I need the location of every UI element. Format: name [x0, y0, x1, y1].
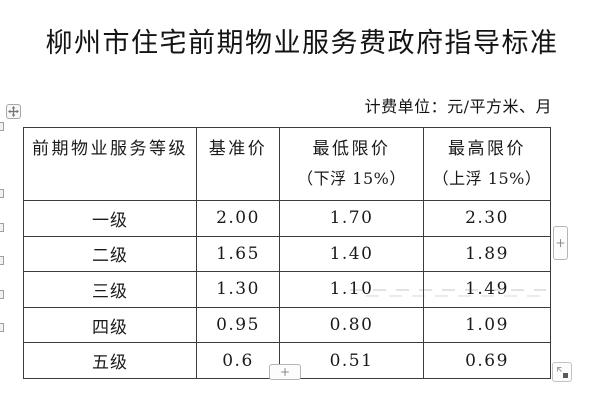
table-row: 二级 1.65 1.40 1.89 [23, 235, 551, 273]
cell-base[interactable]: 2.00 [196, 200, 280, 237]
table-header-row: 前期物业服务等级 基准价 最低限价 （下浮 15%） 最高限价 （上浮 15%） [23, 127, 551, 201]
table-resize-handle[interactable] [552, 362, 572, 382]
cell-max[interactable]: 1.09 [423, 306, 551, 344]
cell-level[interactable]: 二级 [23, 235, 197, 273]
cell-level[interactable]: 三级 [23, 271, 197, 308]
table-row: 五级 0.6 0.51 0.69 [23, 342, 551, 379]
cell-min[interactable]: 0.80 [279, 306, 424, 344]
table-row: 一级 2.00 1.70 2.30 [23, 200, 551, 237]
table-row: 三级 1.30 1.10 1.49 [23, 271, 551, 308]
cell-base[interactable]: 1.30 [196, 271, 280, 308]
billing-unit-note: 计费单位：元/平方米、月 [364, 97, 552, 116]
cell-max[interactable]: 2.30 [423, 200, 551, 237]
cell-min[interactable]: 0.51 [279, 342, 424, 379]
page-title: 柳州市住宅前期物业服务费政府指导标准 [45, 28, 559, 59]
watermark-smudge [350, 289, 546, 291]
cell-max[interactable]: 1.49 [423, 271, 551, 308]
plus-icon: + [279, 365, 291, 379]
header-cell-level[interactable]: 前期物业服务等级 [23, 127, 197, 201]
header-cell-base-price[interactable]: 基准价 [196, 127, 280, 201]
cell-level[interactable]: 五级 [23, 342, 197, 379]
table-move-handle[interactable] [6, 104, 21, 119]
move-cross-icon [8, 106, 19, 117]
row-marker [0, 223, 4, 232]
row-marker [0, 256, 4, 265]
row-marker [0, 290, 4, 299]
plus-icon: + [555, 236, 566, 250]
cell-base[interactable]: 0.95 [196, 306, 280, 344]
cell-max[interactable]: 1.89 [423, 235, 551, 273]
cell-base[interactable]: 0.6 [196, 342, 280, 379]
cell-min[interactable]: 1.70 [279, 200, 424, 237]
header-cell-max-price[interactable]: 最高限价 （上浮 15%） [423, 127, 551, 201]
cell-max[interactable]: 0.69 [423, 342, 551, 379]
diagonal-resize-icon [556, 366, 569, 379]
row-marker [0, 122, 4, 131]
watermark-smudge [366, 295, 546, 297]
header-cell-min-price[interactable]: 最低限价 （下浮 15%） [279, 127, 424, 201]
row-marker [0, 189, 4, 198]
row-marker [0, 323, 4, 332]
cell-base[interactable]: 1.65 [196, 235, 280, 273]
cell-level[interactable]: 四级 [23, 306, 197, 344]
table-row: 四级 0.95 0.80 1.09 [23, 306, 551, 344]
fee-standard-table: 前期物业服务等级 基准价 最低限价 （下浮 15%） 最高限价 （上浮 15%）… [23, 127, 551, 379]
add-row-button[interactable]: + [269, 364, 301, 380]
cell-min[interactable]: 1.40 [279, 235, 424, 273]
add-column-button[interactable]: + [553, 226, 568, 260]
cell-level[interactable]: 一级 [23, 200, 197, 237]
